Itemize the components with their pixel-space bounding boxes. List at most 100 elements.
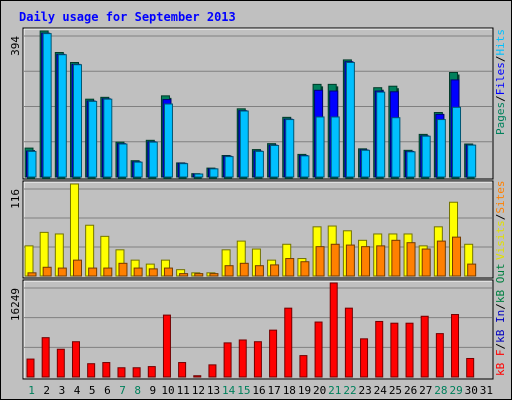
bar-sites-20 (315, 246, 325, 277)
bar-sites-5 (88, 267, 98, 277)
x-tick-9: 9 (150, 384, 157, 397)
bar-hits-26 (406, 151, 416, 178)
x-tick-26: 26 (404, 384, 417, 397)
bar-kbf-2 (41, 337, 50, 378)
bar-sites-27 (421, 248, 431, 277)
legend-bottom-part-1: / (494, 343, 507, 350)
x-tick-16: 16 (252, 384, 265, 397)
bar-sites-29 (452, 236, 462, 277)
x-tick-29: 29 (449, 384, 462, 397)
legend-top: Pages/Files/Hits (494, 29, 507, 135)
bar-sites-30 (467, 263, 477, 277)
bar-kbf-5 (87, 363, 96, 378)
x-tick-3: 3 (59, 384, 66, 397)
x-tick-21: 21 (328, 384, 341, 397)
bar-hits-23 (361, 149, 371, 178)
bar-kbf-17 (269, 329, 278, 378)
bar-sites-9 (148, 268, 158, 277)
x-tick-13: 13 (207, 384, 220, 397)
bar-kbf-19 (299, 355, 308, 378)
bar-hits-28 (436, 119, 446, 178)
legend-bottom-part-4: kB Out (494, 263, 507, 303)
x-tick-27: 27 (419, 384, 432, 397)
bar-kbf-28 (435, 333, 444, 378)
bar-sites-4 (72, 259, 82, 277)
legend-bottom-part-3: / (494, 303, 507, 310)
legend-top-part-0: Pages (494, 102, 507, 135)
x-tick-7: 7 (119, 384, 126, 397)
bar-hits-11 (179, 163, 189, 178)
bar-hits-5 (88, 100, 98, 178)
x-tick-12: 12 (192, 384, 205, 397)
legend-top-part-3: / (494, 56, 507, 63)
bar-sites-11 (179, 273, 189, 277)
bar-kbf-26 (405, 322, 414, 378)
bar-hits-19 (300, 155, 310, 178)
bar-sites-16 (254, 265, 264, 277)
bar-hits-29 (452, 106, 462, 178)
bar-sites-6 (103, 267, 113, 277)
legend-middle-part-2: Sites (494, 181, 507, 214)
bar-hits-13 (209, 168, 219, 178)
bar-kbf-15 (238, 339, 247, 378)
bar-sites-13 (209, 273, 219, 277)
bar-sites-23 (361, 246, 371, 277)
bar-kbf-25 (390, 322, 399, 378)
bar-sites-2 (42, 266, 52, 277)
x-tick-24: 24 (374, 384, 388, 397)
bar-kbf-16 (253, 341, 262, 378)
legend-top-part-1: / (494, 95, 507, 102)
bar-kbf-23 (360, 338, 369, 378)
bar-sites-24 (376, 245, 386, 277)
legend-bottom-part-0: kB F (494, 350, 507, 377)
bar-kbf-22 (344, 307, 353, 378)
x-tick-8: 8 (134, 384, 141, 397)
x-tick-6: 6 (104, 384, 111, 397)
bar-hits-27 (421, 135, 431, 178)
legend-middle-part-1: / (494, 214, 507, 221)
bar-kbf-27 (420, 315, 429, 378)
x-tick-25: 25 (389, 384, 402, 397)
bar-hits-15 (239, 110, 249, 178)
x-tick-17: 17 (268, 384, 281, 397)
bar-sites-14 (224, 265, 234, 277)
bar-hits-22 (345, 61, 355, 178)
bar-sites-17 (270, 264, 280, 277)
bar-hits-2 (42, 33, 52, 178)
bar-hits-7 (118, 143, 128, 178)
bar-sites-22 (345, 244, 355, 277)
bar-hits-24 (376, 91, 386, 178)
x-tick-20: 20 (313, 384, 326, 397)
bar-kbf-11 (178, 362, 187, 378)
bar-hits-30 (467, 144, 477, 178)
bar-kbf-4 (71, 341, 80, 378)
bar-sites-12 (194, 273, 204, 277)
bar-sites-15 (239, 262, 249, 277)
x-tick-23: 23 (359, 384, 372, 397)
bar-hits-20 (315, 116, 325, 178)
bar-sites-18 (285, 258, 295, 277)
bar-hits-10 (163, 103, 173, 178)
legend-top-part-4: Hits (494, 29, 507, 56)
x-tick-11: 11 (177, 384, 190, 397)
bar-kbf-20 (314, 321, 323, 378)
bar-hits-3 (57, 54, 67, 178)
x-tick-19: 19 (298, 384, 311, 397)
ymax-label-middle: 116 (9, 189, 22, 209)
bar-hits-1 (27, 150, 37, 178)
x-tick-10: 10 (161, 384, 174, 397)
ymax-label-top: 394 (9, 36, 22, 56)
bar-kbf-21 (329, 282, 338, 378)
x-tick-5: 5 (89, 384, 96, 397)
x-tick-4: 4 (74, 384, 81, 397)
bar-sites-25 (391, 239, 401, 277)
bar-kbf-24 (375, 320, 384, 378)
bar-kbf-6 (102, 362, 111, 378)
bar-sites-28 (436, 240, 446, 277)
bar-kbf-3 (56, 348, 65, 378)
legend-middle-part-0: Visits (494, 220, 507, 260)
bar-hits-21 (330, 116, 340, 178)
bar-kbf-14 (223, 342, 232, 378)
